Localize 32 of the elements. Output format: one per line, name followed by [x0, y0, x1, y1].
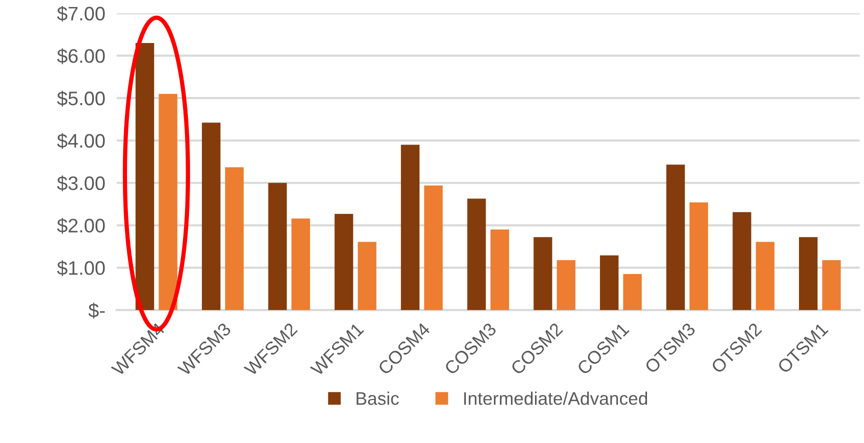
- bar: [424, 185, 443, 310]
- bar: [666, 164, 685, 310]
- y-tick-label: $-: [88, 302, 105, 318]
- bar: [534, 237, 552, 310]
- y-tick-label: $7.00: [57, 6, 105, 22]
- legend-label: Basic: [356, 392, 399, 405]
- bar: [291, 218, 310, 310]
- bar: [202, 122, 220, 310]
- y-tick-label: $1.00: [57, 260, 105, 276]
- bar: [467, 198, 486, 310]
- bar: [798, 237, 818, 310]
- bar: [136, 42, 154, 310]
- y-tick-label: $4.00: [57, 133, 105, 149]
- bar: [732, 212, 752, 310]
- y-tick-label: $6.00: [57, 48, 105, 64]
- y-tick-label: $3.00: [57, 176, 105, 192]
- legend-label: Intermediate/Advanced: [464, 392, 648, 405]
- bar: [400, 144, 420, 310]
- bar: [225, 167, 244, 310]
- bar: [600, 255, 619, 310]
- bar: [358, 242, 376, 310]
- bar: [623, 274, 642, 310]
- bar: [556, 260, 576, 310]
- bar: [756, 242, 774, 310]
- y-tick-label: $5.00: [57, 90, 105, 106]
- bar: [822, 260, 841, 310]
- bar: [690, 202, 708, 310]
- bar: [158, 94, 178, 310]
- bar: [268, 182, 287, 310]
- y-tick-label: $2.00: [57, 218, 105, 234]
- bar: [334, 214, 354, 310]
- bar: [490, 230, 510, 310]
